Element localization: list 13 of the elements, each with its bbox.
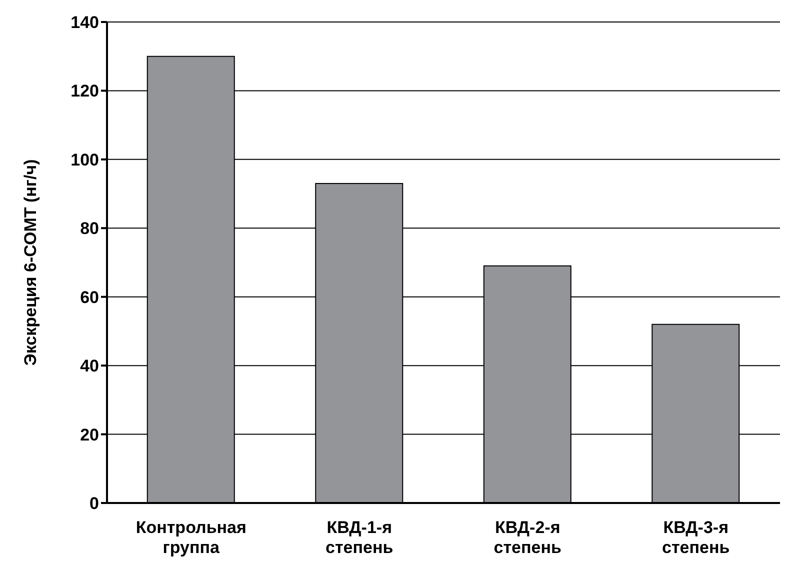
x-tick-label: Контрольная группа <box>136 518 246 557</box>
y-axis-title: Экскреция 6-СОМТ (нг/ч) <box>21 159 40 366</box>
x-tick-label: КВД-3-я степень <box>662 518 730 557</box>
y-tick-label: 80 <box>80 219 99 238</box>
y-tick-label: 40 <box>80 356 99 376</box>
y-tick-label: 60 <box>80 288 99 307</box>
y-tick-label: 140 <box>70 13 99 32</box>
y-tick-label: 20 <box>80 425 99 444</box>
y-tick-label: 120 <box>70 82 99 101</box>
y-tick-label: 0 <box>90 494 99 514</box>
x-tick-label: КВД-1-я степень <box>326 518 394 557</box>
x-tick-label: КВД-2-я степень <box>494 518 562 557</box>
y-tick-label: 100 <box>70 150 99 170</box>
